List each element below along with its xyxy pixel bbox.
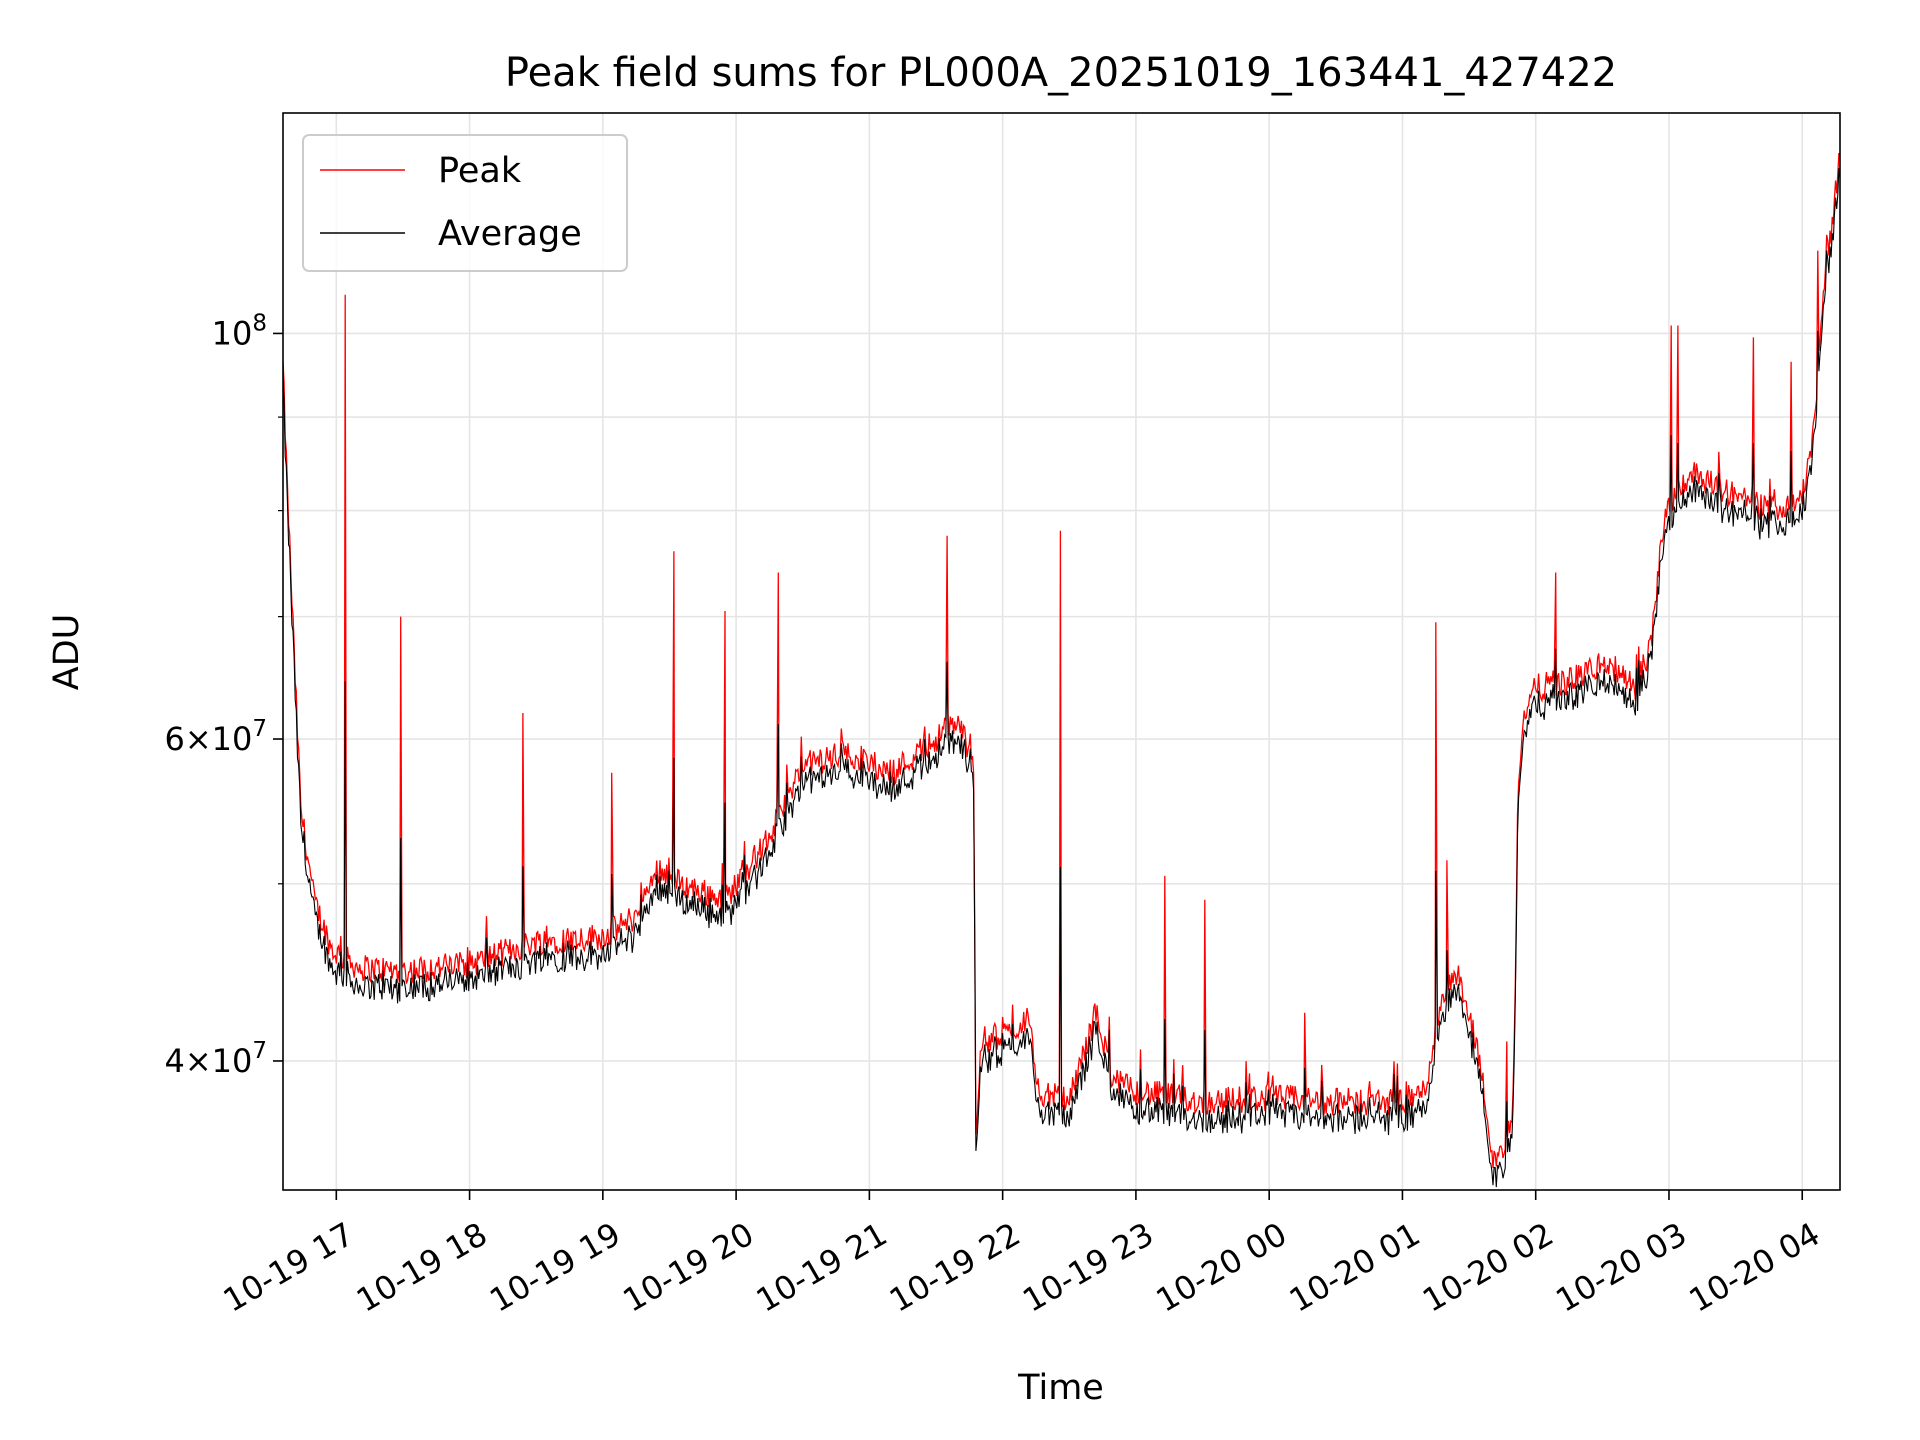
chart-title: Peak field sums for PL000A_20251019_1634… xyxy=(505,50,1617,96)
plot-lines xyxy=(282,152,1841,1188)
y-axis-label: ADU xyxy=(47,614,87,691)
y-tick-label: 108 xyxy=(212,310,267,352)
legend-box xyxy=(302,134,628,272)
plot-frame xyxy=(282,112,1841,1191)
x-axis-label: Time xyxy=(1017,1368,1104,1408)
legend-label-average: Average xyxy=(438,214,582,254)
y-tick-label: 4×107 xyxy=(164,1038,267,1080)
legend-label-peak: Peak xyxy=(438,151,522,191)
legend: Peak Average xyxy=(302,134,628,272)
series-line-average xyxy=(282,168,1841,1188)
y-tick-label: 6×107 xyxy=(164,716,267,758)
